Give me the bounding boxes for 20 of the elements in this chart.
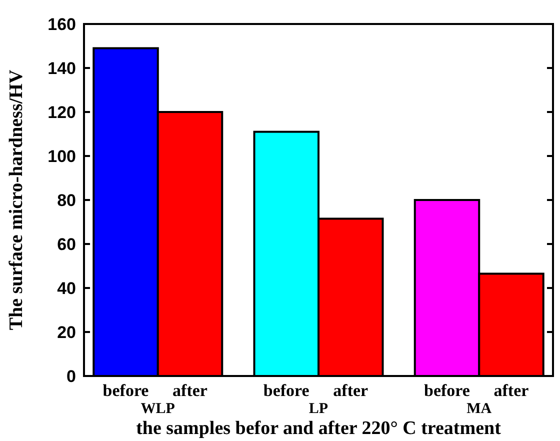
y-tick-label: 160 (48, 14, 76, 34)
text: before (263, 381, 310, 400)
y-tick-label: 40 (57, 278, 76, 298)
y-tick-label: 80 (57, 190, 76, 210)
x-tick-label: WLP (140, 401, 175, 417)
y-tick-label: 0 (66, 366, 76, 386)
y-tick-label: 100 (48, 146, 76, 166)
y-tick-label: 20 (57, 322, 76, 342)
text: after (333, 381, 368, 400)
text: after (494, 381, 529, 400)
series-label: before (102, 381, 150, 400)
x-axis-title: the samples befor and after 220° C treatment (136, 418, 502, 439)
x-tick-label: LP (308, 401, 328, 417)
x-tick-label: MA (466, 401, 492, 417)
y-axis-title: The surface micro-hardness/HV (6, 70, 27, 330)
y-tick-label: 140 (48, 58, 76, 78)
text: before (424, 381, 470, 400)
y-tick-label: 120 (48, 102, 76, 122)
y-tick-label: 60 (57, 234, 76, 254)
series-label: after (172, 381, 208, 400)
